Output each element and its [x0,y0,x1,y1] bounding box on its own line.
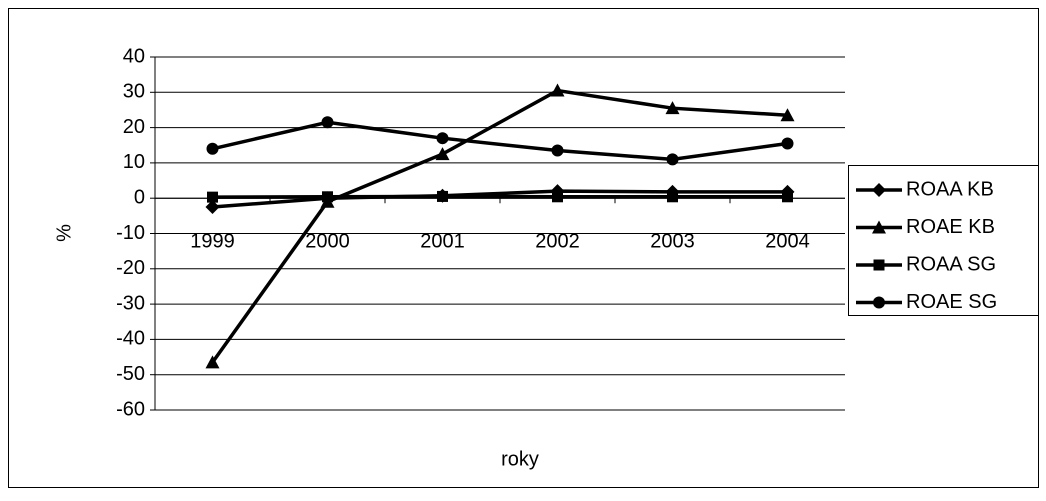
data-point [321,116,334,129]
legend-marker [872,220,886,234]
x-tick-label: 2004 [765,230,810,252]
series-line [211,88,788,364]
data-point [322,191,333,203]
series-line [212,194,788,199]
data-point [667,191,678,203]
legend-marker [872,183,886,197]
data-point [435,147,450,161]
y-tick-label: 40 [123,45,145,67]
x-tick-label: 2002 [535,230,580,252]
legend-label: ROAA KB [906,178,994,200]
data-point [205,355,220,369]
x-tick-label: 2001 [420,230,465,252]
data-point [552,191,563,203]
x-tick-label: 2003 [650,230,695,252]
legend-marker [873,296,885,309]
data-point [205,200,220,215]
series-line [212,120,788,162]
data-point [781,137,794,150]
y-tick-label: -40 [116,328,145,350]
x-axis-label: roky [501,448,539,470]
data-point [551,144,564,157]
y-tick-label: 30 [123,81,145,103]
data-point [780,108,795,122]
data-point [666,153,679,166]
data-point [550,83,565,97]
data-point [206,142,219,155]
y-tick-label: -30 [116,292,145,314]
legend-label: ROAE SG [906,291,997,313]
y-tick-label: 0 [134,186,145,208]
series-line [212,189,788,209]
x-tick-label: 2000 [305,230,350,252]
legend-label: ROAE KB [906,216,995,238]
data-point [207,191,218,203]
y-tick-label: -10 [116,222,145,244]
legend-label: ROAA SG [906,253,996,275]
legend-marker [873,259,885,271]
y-tick-label: 20 [123,116,145,138]
y-tick-label: 10 [123,151,145,173]
data-point [437,190,448,202]
y-tick-label: -60 [116,398,145,420]
y-axis-label: % [53,224,75,242]
y-tick-label: -20 [116,257,145,279]
data-point [782,191,793,203]
y-tick-label: -50 [116,363,145,385]
data-point [436,132,449,145]
data-point [665,101,680,115]
x-tick-label: 1999 [190,230,235,252]
